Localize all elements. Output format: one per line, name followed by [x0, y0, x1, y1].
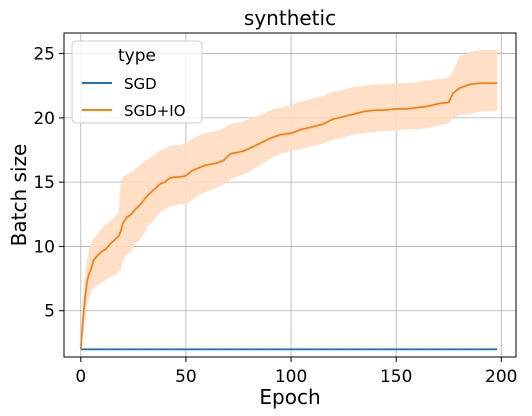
series-lines — [79, 82, 498, 351]
legend-items: SGD SGD+IO — [82, 75, 186, 120]
legend-title: type — [118, 46, 156, 66]
x-tick-label: 0 — [75, 367, 86, 387]
x-tick-label: 150 — [380, 367, 412, 387]
y-tick-label: 20 — [33, 109, 55, 129]
y-tick-label: 5 — [44, 302, 55, 322]
series-line-sgd-io — [79, 82, 498, 350]
y-tick-label: 15 — [33, 173, 55, 193]
legend: type SGD SGD+IO — [71, 40, 203, 124]
axis-ticks: 0 50 100 150 200 5 10 15 20 25 — [33, 45, 517, 387]
legend-label: SGD — [124, 75, 157, 93]
x-tick-label: 100 — [275, 367, 307, 387]
x-tick-label: 200 — [485, 367, 517, 387]
y-axis-label: Batch size — [7, 144, 31, 247]
chart-title: synthetic — [244, 6, 336, 30]
confidence-band-sgd-io — [80, 49, 498, 350]
x-tick-label: 50 — [175, 367, 197, 387]
legend-box — [71, 40, 203, 124]
x-axis-label: Epoch — [259, 385, 320, 409]
y-tick-label: 10 — [33, 237, 55, 257]
confidence-bands — [80, 49, 498, 350]
legend-label: SGD+IO — [124, 102, 186, 120]
plot-frame — [63, 32, 517, 358]
y-tick-label: 25 — [33, 45, 55, 65]
